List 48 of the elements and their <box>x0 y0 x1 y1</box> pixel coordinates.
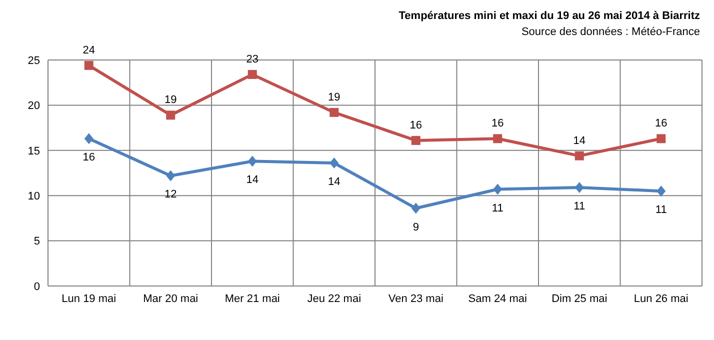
point <box>493 184 502 195</box>
point <box>84 60 94 70</box>
y-tick-label: 10 <box>28 190 40 203</box>
data-label: 19 <box>328 91 340 104</box>
data-label: 14 <box>328 176 340 188</box>
x-tick-label: Sam 24 mai <box>468 292 527 305</box>
data-label: 16 <box>410 119 422 132</box>
point <box>656 186 666 197</box>
chart-subtitle: Source des données : Météo-France <box>520 25 700 40</box>
x-tick-label: Lun 26 mai <box>634 292 688 305</box>
data-label: 23 <box>246 53 258 66</box>
x-tick-label: Jeu 22 mai <box>307 292 362 305</box>
data-label: 16 <box>655 118 668 130</box>
y-tick-label: 20 <box>28 100 40 112</box>
data-label: 9 <box>412 221 419 234</box>
y-tick-label: 5 <box>34 236 40 248</box>
x-tick-label: Dim 25 mai <box>552 292 608 305</box>
point <box>656 134 666 144</box>
data-label: 11 <box>655 204 667 216</box>
point <box>574 151 584 160</box>
data-label: 14 <box>573 134 586 147</box>
data-label: 24 <box>82 44 95 56</box>
point <box>574 182 584 193</box>
data-label: 14 <box>246 174 258 186</box>
data-label: 11 <box>574 200 586 212</box>
point <box>84 133 94 144</box>
point <box>248 156 257 167</box>
point <box>166 170 176 182</box>
point <box>493 134 502 144</box>
y-tick-label: 15 <box>28 145 40 158</box>
x-tick-label: Ven 23 mai <box>388 292 444 305</box>
y-tick-label: 0 <box>34 280 40 293</box>
data-label: 19 <box>164 94 177 106</box>
point <box>411 136 420 145</box>
point <box>330 158 339 169</box>
chart-title: Températures mini et maxi du 19 au 26 mai 2014 à Biarritz <box>398 9 700 24</box>
data-label: 12 <box>164 188 177 201</box>
point <box>330 108 339 117</box>
data-label: 16 <box>82 152 95 164</box>
y-tick-label: 25 <box>28 54 40 67</box>
point <box>166 110 176 120</box>
x-tick-label: Mar 20 mai <box>143 292 198 305</box>
point <box>248 70 257 79</box>
data-label: 11 <box>492 202 504 214</box>
x-tick-label: Lun 19 mai <box>62 292 116 305</box>
point <box>411 202 420 214</box>
data-label: 16 <box>492 118 504 130</box>
x-tick-label: Mer 21 mai <box>224 292 280 305</box>
